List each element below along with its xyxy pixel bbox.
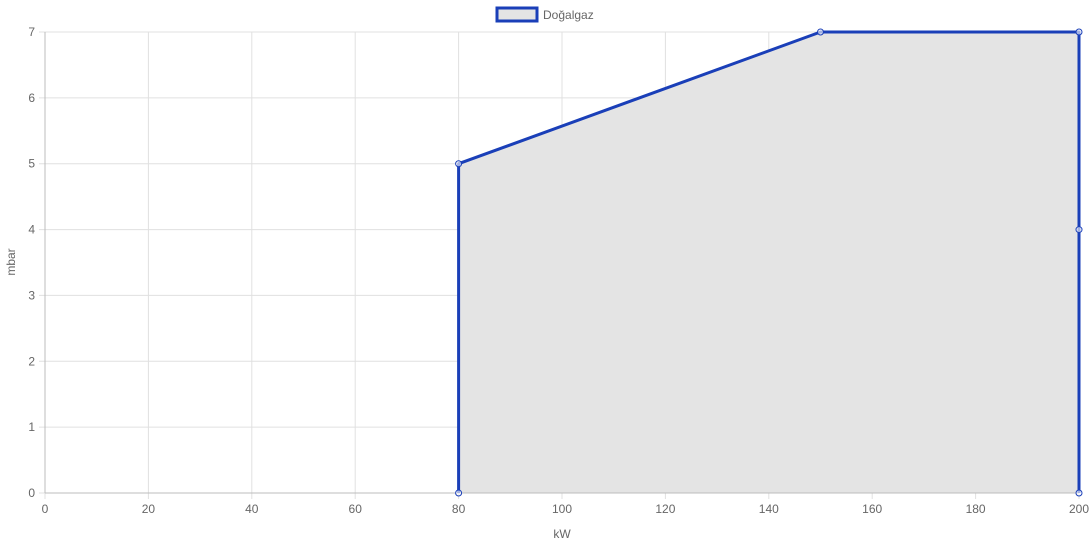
x-tick-label: 0 <box>42 502 49 516</box>
x-tick-label: 80 <box>452 502 466 516</box>
series-line <box>457 30 1081 493</box>
x-tick-label: 160 <box>862 502 882 516</box>
y-tick-label: 1 <box>28 420 35 434</box>
legend[interactable]: Doğalgaz <box>495 6 594 23</box>
y-tick-label: 7 <box>28 25 35 39</box>
data-point <box>455 160 463 168</box>
data-point <box>455 489 463 497</box>
x-tick-label: 100 <box>552 502 572 516</box>
tick-labels: 0 20 40 60 80 100 120 140 160 180 200 0 1 2 3 4 5 6 7 <box>28 25 1089 516</box>
x-tick-label: 140 <box>759 502 779 516</box>
area-layer <box>458 32 1080 493</box>
x-tick-label: 120 <box>655 502 675 516</box>
x-tick-label: 200 <box>1069 502 1089 516</box>
y-axis-title: mbar <box>4 248 18 275</box>
y-tick-label: 5 <box>28 157 35 171</box>
data-point <box>1075 28 1083 36</box>
x-tick-label: 180 <box>966 502 986 516</box>
x-axis-title: kW <box>553 527 571 541</box>
data-point <box>1075 226 1083 234</box>
y-tick-label: 6 <box>28 91 35 105</box>
line-layer <box>457 30 1081 493</box>
data-point <box>1075 489 1083 497</box>
axis-layer <box>44 32 1079 494</box>
data-point <box>817 28 824 36</box>
point-layer <box>455 28 1083 497</box>
y-tick-label: 3 <box>28 288 35 302</box>
series-area <box>458 32 1080 493</box>
x-tick-label: 40 <box>245 502 259 516</box>
y-tick-label: 0 <box>28 486 35 500</box>
y-tick-label: 2 <box>28 354 35 368</box>
legend-swatch[interactable] <box>495 6 539 23</box>
legend-label[interactable]: Doğalgaz <box>543 8 594 22</box>
x-tick-label: 20 <box>142 502 156 516</box>
y-tick-label: 4 <box>28 223 35 237</box>
x-tick-label: 60 <box>349 502 363 516</box>
